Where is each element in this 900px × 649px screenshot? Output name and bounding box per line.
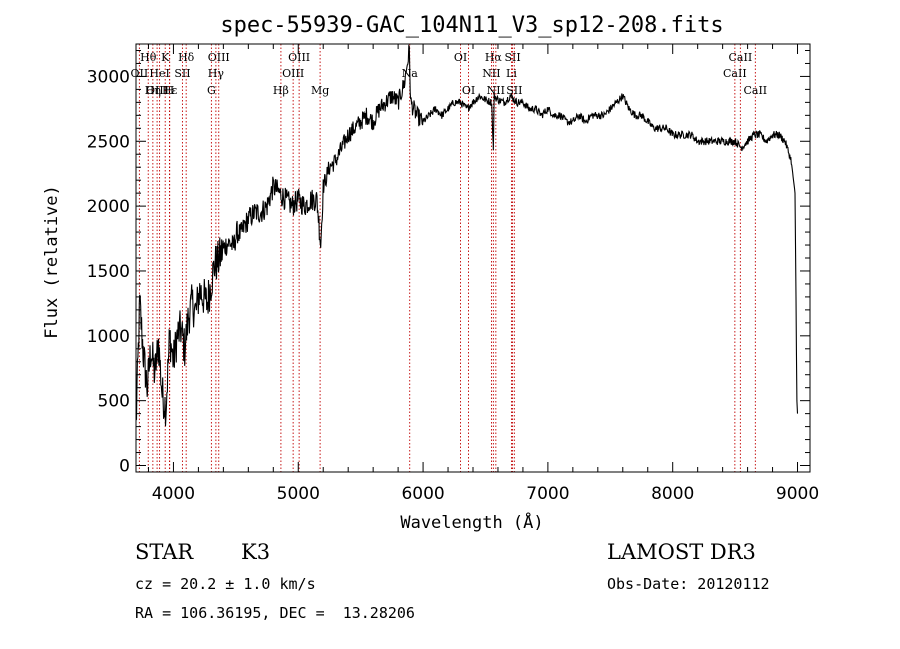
x-tick-label: 8000	[651, 484, 694, 504]
y-tick-label: 3000	[87, 67, 130, 87]
plot-frame	[135, 43, 811, 473]
y-axis-label: Flux (relative)	[42, 185, 62, 339]
spectral-line-label: OIII	[282, 67, 304, 80]
y-tick-label: 0	[119, 457, 130, 477]
spectral-line-label: Hη	[145, 84, 161, 97]
spectral-line-label: OI	[454, 51, 467, 64]
spectral-line-label: H	[165, 84, 175, 97]
spectral-line-label: Hα	[485, 51, 503, 64]
flux-series-line	[135, 44, 799, 427]
x-tick-label: 4000	[152, 484, 195, 504]
axis-ticks: 4000 5000 6000 7000 8000 9000 0 500 1000 1500 2000…	[87, 44, 819, 504]
spectral-line-label: HeI	[149, 67, 169, 80]
y-tick-label: 1000	[87, 327, 130, 347]
y-tick-label: 1500	[87, 262, 130, 282]
obs-date-text: Obs-Date: 20120112	[607, 575, 770, 593]
spectral-line-label: SII	[504, 51, 520, 64]
spectral-line-label: CaII	[743, 84, 767, 97]
y-tick-label: 2500	[87, 132, 130, 152]
coordinates-text: RA = 106.36195, DEC = 13.28206	[135, 604, 415, 622]
x-tick-label: 5000	[277, 484, 320, 504]
object-subclass: K3	[241, 540, 271, 564]
x-tick-label: 9000	[776, 484, 819, 504]
spectral-line-label: G	[207, 84, 216, 97]
spectral-line-label: NII	[487, 84, 505, 97]
spectral-line-label: Li	[506, 67, 517, 80]
spectral-line-label: CaII	[723, 67, 747, 80]
spectral-line-label: OII	[131, 67, 149, 80]
x-tick-label: 7000	[526, 484, 569, 504]
spectral-line-label: CaII	[729, 51, 753, 64]
spectral-line-label: Hγ	[208, 67, 225, 80]
spectral-line-label: K	[161, 51, 170, 64]
spectral-line-label: NII	[482, 67, 500, 80]
x-tick-label: 6000	[401, 484, 444, 504]
survey-name: LAMOST DR3	[607, 540, 756, 564]
chart-title: spec-55939-GAC_104N11_V3_sp12-208.fits	[220, 13, 723, 38]
spectral-line-label: Hδ	[178, 51, 195, 64]
spectral-line-label: Hθ	[140, 51, 157, 64]
spectral-line-label: Hβ	[273, 84, 289, 97]
spectral-line-label: OIII	[146, 84, 168, 97]
spectral-line-label: OIII	[288, 51, 310, 64]
spectral-line-label: OIII	[208, 51, 230, 64]
object-class: STAR	[135, 540, 194, 564]
y-tick-label: 2000	[87, 197, 130, 217]
spectral-line-label: SII	[506, 84, 522, 97]
y-tick-label: 500	[98, 392, 130, 412]
redshift-text: cz = 20.2 ± 1.0 km/s	[135, 575, 316, 593]
spectral-line-label: OI	[462, 84, 475, 97]
spectral-line-label: Mg	[311, 84, 329, 97]
x-axis-label: Wavelength (Å)	[400, 511, 543, 533]
spectral-line-label: SII	[174, 67, 190, 80]
